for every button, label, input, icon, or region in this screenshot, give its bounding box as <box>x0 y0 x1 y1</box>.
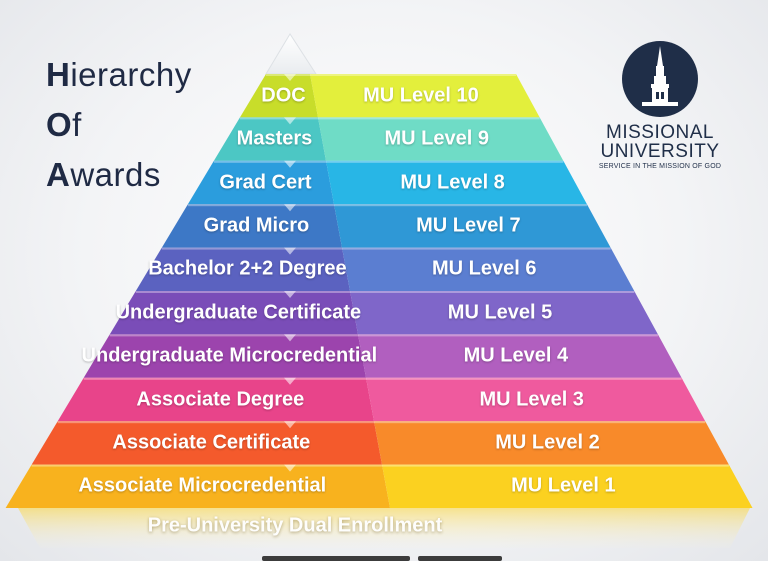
award-label: Associate Degree <box>136 388 305 410</box>
level-band <box>334 204 611 248</box>
tier-notch <box>284 464 296 472</box>
logo-tagline: SERVICE IN THE MISSION OF GOD <box>598 163 722 170</box>
tier-10 <box>239 74 540 118</box>
base-award-label: Pre-University Dual Enrollment <box>147 514 443 537</box>
award-band <box>57 377 375 422</box>
level-band <box>374 421 729 465</box>
tier-9 <box>213 117 564 161</box>
tier-highlight <box>213 160 564 163</box>
tier-notch <box>284 160 296 168</box>
tier-1 <box>5 464 753 508</box>
scrollbar-thumb-left[interactable] <box>262 556 410 561</box>
level-label: MU Level 7 <box>416 214 521 237</box>
logo-name-line1: MISSIONAL <box>606 122 714 143</box>
level-label: MU Level 10 <box>363 84 479 107</box>
tier-notch <box>284 334 296 342</box>
tier-4 <box>83 334 682 378</box>
level-label: MU Level 5 <box>447 301 553 324</box>
pyramid-base-reflection <box>18 508 750 548</box>
tier-notch <box>284 421 296 429</box>
level-label: MU Level 1 <box>511 474 616 497</box>
tier-notch <box>284 117 296 125</box>
level-band <box>310 74 540 118</box>
award-label: Masters <box>236 127 313 150</box>
award-band <box>213 117 326 161</box>
tier-highlight <box>31 464 729 467</box>
level-label: MU Level 2 <box>495 431 600 454</box>
level-band <box>382 464 753 508</box>
tier-highlight <box>239 117 540 120</box>
award-label: Grad Micro <box>203 214 310 237</box>
tier-highlight <box>109 334 658 337</box>
award-label: Grad Cert <box>219 171 312 193</box>
award-band <box>187 160 334 205</box>
tier-notch <box>284 74 296 81</box>
page-title: Hierarchy Of Awards <box>46 56 192 193</box>
award-label: DOC <box>261 84 306 107</box>
logo-name-line2: UNIVERSITY <box>600 141 720 162</box>
tier-notch <box>284 247 296 255</box>
level-label: MU Level 8 <box>400 171 505 193</box>
award-label: Undergraduate Microcredential <box>81 344 378 367</box>
level-label: MU Level 9 <box>384 127 489 150</box>
tier-highlight <box>57 421 706 424</box>
level-band <box>350 291 658 335</box>
award-label: Bachelor 2+2 Degree <box>148 257 347 280</box>
tier-7 <box>161 204 611 248</box>
award-band <box>109 291 358 335</box>
level-label: MU Level 3 <box>479 388 584 410</box>
award-band <box>161 204 342 248</box>
tier-3 <box>57 377 706 422</box>
tier-highlight <box>266 74 516 76</box>
tier-highlight <box>83 377 682 380</box>
award-band <box>83 334 366 378</box>
scrollbar-thumb-right[interactable] <box>418 556 502 561</box>
award-band <box>31 421 382 465</box>
level-band <box>358 334 682 378</box>
tier-5 <box>109 291 658 335</box>
level-band <box>366 377 706 422</box>
level-band <box>342 247 635 291</box>
award-band <box>135 247 350 291</box>
level-label: MU Level 6 <box>431 257 537 280</box>
tier-2 <box>31 421 729 465</box>
level-band <box>318 117 564 161</box>
tier-notch <box>284 291 296 298</box>
award-band <box>239 74 318 118</box>
tier-6 <box>135 247 635 291</box>
pyramid-apex <box>265 33 317 75</box>
tier-notch <box>284 204 296 212</box>
tier-notch <box>284 377 296 385</box>
tier-highlight <box>135 291 635 293</box>
chapel-steeple-icon <box>622 41 698 117</box>
tier-8 <box>187 160 587 205</box>
tier-highlight <box>161 247 611 250</box>
level-label: MU Level 4 <box>463 344 569 367</box>
award-band <box>5 464 390 508</box>
award-label: Undergraduate Certificate <box>115 301 362 324</box>
tier-highlight <box>187 204 587 207</box>
level-band <box>326 160 587 205</box>
award-label: Associate Microcredential <box>78 474 327 497</box>
award-label: Associate Certificate <box>112 431 311 454</box>
university-logo: MISSIONAL UNIVERSITY SERVICE IN THE MISS… <box>598 40 722 170</box>
